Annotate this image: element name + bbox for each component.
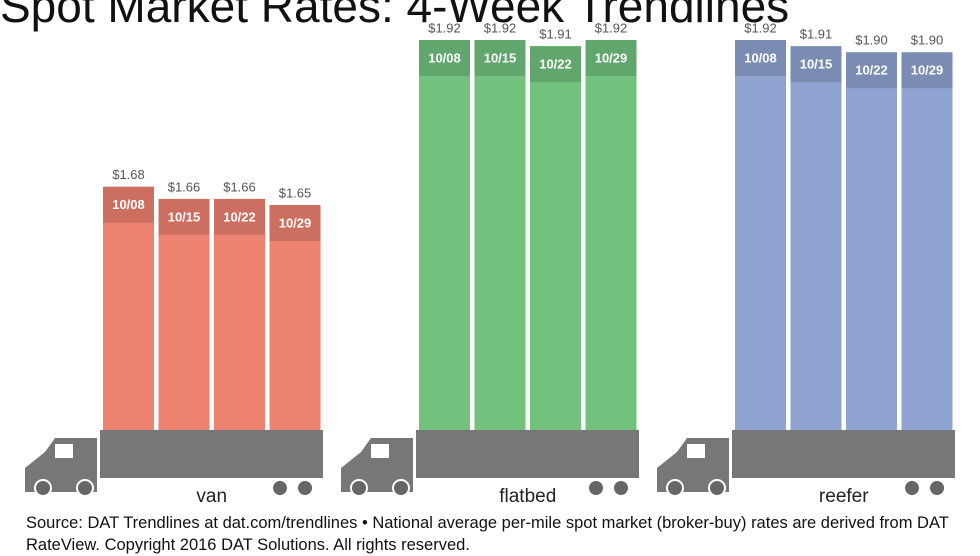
bar-band: [269, 205, 321, 241]
week-label: 10/22: [855, 63, 888, 78]
value-label: $1.66: [168, 179, 201, 194]
bar-band: [214, 198, 265, 235]
value-label: $1.65: [279, 185, 312, 200]
wheel: [350, 479, 368, 497]
bar-band: [530, 46, 581, 83]
chart-title: Spot Market Rates: 4-Week Trendlines: [0, 0, 789, 32]
bar-band: [419, 40, 470, 76]
wheel: [666, 479, 684, 497]
trailer: [732, 430, 955, 478]
source-note: Source: DAT Trendlines at dat.com/trendl…: [26, 514, 949, 554]
week-label: 10/29: [911, 63, 944, 78]
week-label: 10/08: [744, 50, 777, 65]
trailer: [100, 430, 323, 478]
value-label: $1.92: [595, 20, 628, 35]
value-label: $1.92: [428, 20, 461, 35]
group-label: van: [196, 486, 227, 507]
bar-band: [846, 52, 897, 89]
wheel: [587, 479, 605, 497]
value-label: $1.91: [539, 27, 572, 42]
week-label: 10/15: [800, 57, 833, 72]
group-label: flatbed: [499, 486, 556, 507]
week-label: 10/29: [279, 215, 312, 230]
wheel: [296, 479, 314, 497]
bar-band: [735, 40, 786, 76]
truck-cab: [341, 438, 413, 492]
value-label: $1.92: [744, 20, 777, 35]
value-label: $1.92: [484, 20, 517, 35]
bar-band: [158, 198, 210, 235]
bar-band: [790, 46, 842, 83]
truck-cab: [657, 438, 729, 492]
bar: [214, 198, 265, 430]
bar: [790, 46, 842, 430]
wheel: [928, 479, 946, 497]
week-label: 10/29: [595, 50, 628, 65]
week-label: 10/08: [428, 50, 461, 65]
cab-window: [55, 444, 73, 458]
value-label: $1.91: [800, 27, 833, 42]
truck-cab: [25, 438, 97, 492]
cab-window: [687, 444, 705, 458]
bar: [530, 46, 581, 430]
bar: [103, 186, 154, 430]
wheel: [76, 479, 94, 497]
group-label: reefer: [819, 486, 869, 507]
week-label: 10/22: [539, 57, 572, 72]
week-label: 10/15: [484, 50, 517, 65]
bar-band: [585, 40, 637, 76]
cab-window: [371, 444, 389, 458]
bar: [901, 52, 953, 430]
value-label: $1.90: [855, 33, 888, 48]
bar: [419, 40, 470, 430]
value-label: $1.68: [112, 167, 145, 182]
bar: [585, 40, 637, 430]
bar-band: [901, 52, 953, 89]
wheel: [708, 479, 726, 497]
bar: [735, 40, 786, 430]
bar-band: [474, 40, 526, 76]
value-label: $1.90: [911, 33, 944, 48]
week-label: 10/15: [168, 209, 201, 224]
bar-band: [103, 186, 154, 223]
week-label: 10/08: [112, 197, 145, 212]
value-label: $1.66: [223, 179, 256, 194]
bar: [158, 198, 210, 430]
wheel: [34, 479, 52, 497]
wheel: [271, 479, 289, 497]
wheel: [392, 479, 410, 497]
wheel: [903, 479, 921, 497]
trailer: [416, 430, 639, 478]
bar: [269, 205, 321, 430]
bar: [846, 52, 897, 430]
wheel: [612, 479, 630, 497]
bar: [474, 40, 526, 430]
week-label: 10/22: [223, 209, 256, 224]
